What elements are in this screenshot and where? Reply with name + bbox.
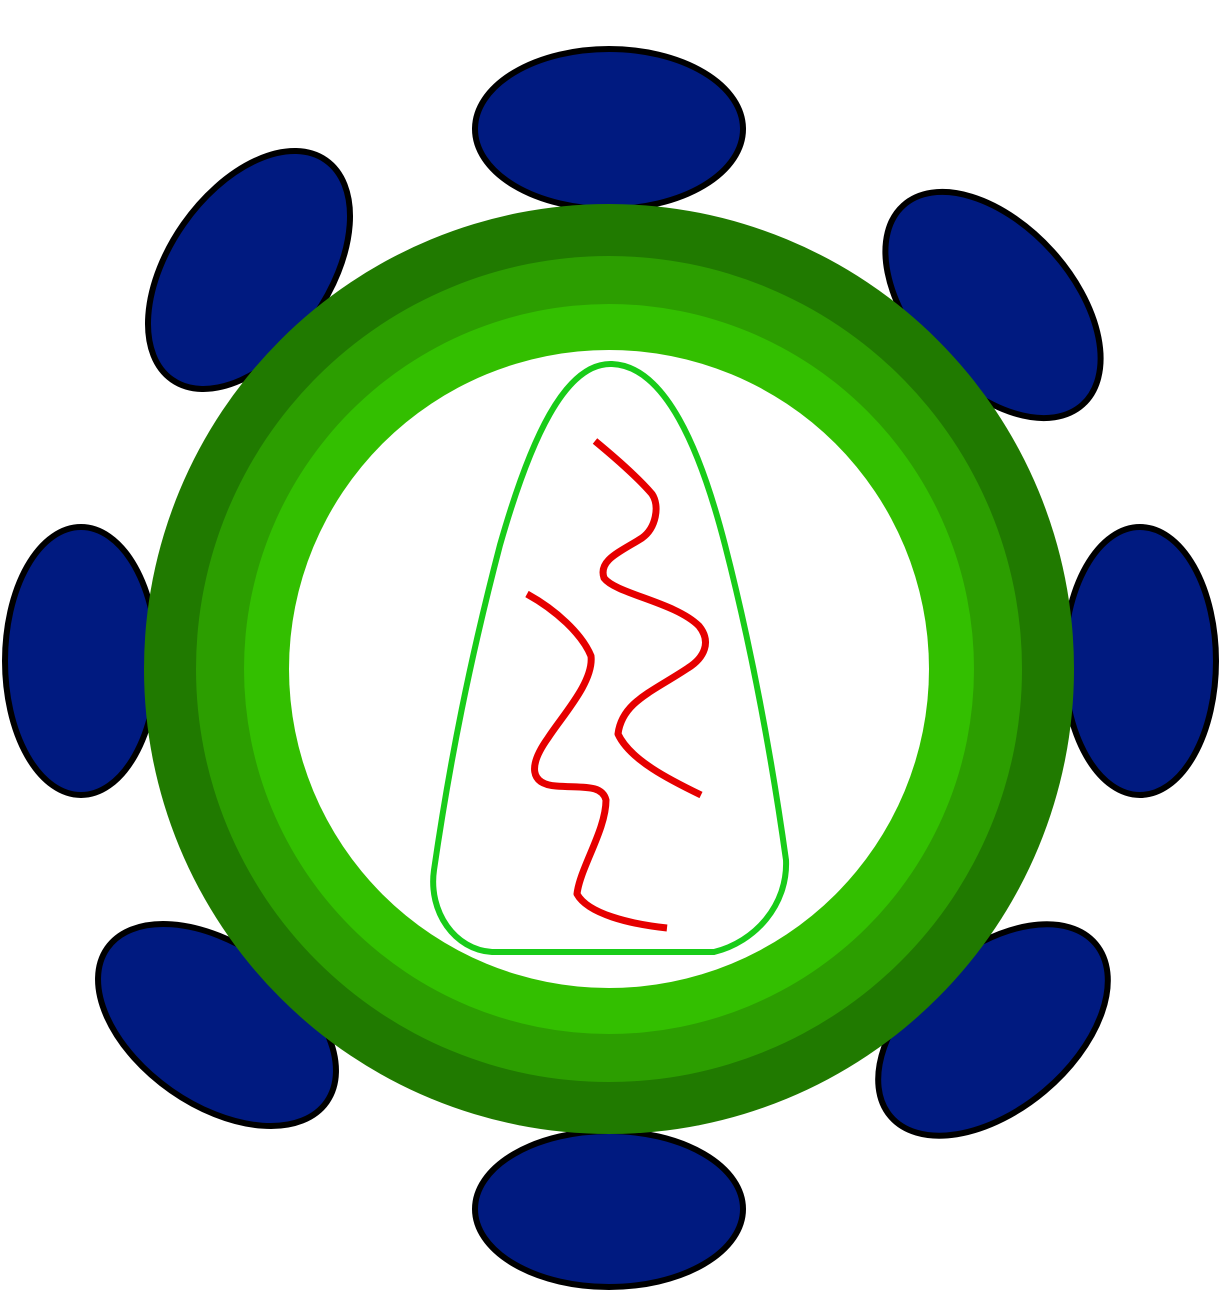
virus-interior [289,350,929,988]
rna-strand-2 [525,590,668,932]
rna-strand-1 [592,438,709,799]
glycoprotein-spike-bottom [472,1128,746,1290]
viral-envelope [144,204,1074,1134]
glycoprotein-spike-left [2,524,160,798]
conical-capsid [430,360,790,955]
rna-genome [525,438,709,932]
glycoprotein-spike-right [1061,524,1219,798]
glycoprotein-spike-top [472,46,746,212]
